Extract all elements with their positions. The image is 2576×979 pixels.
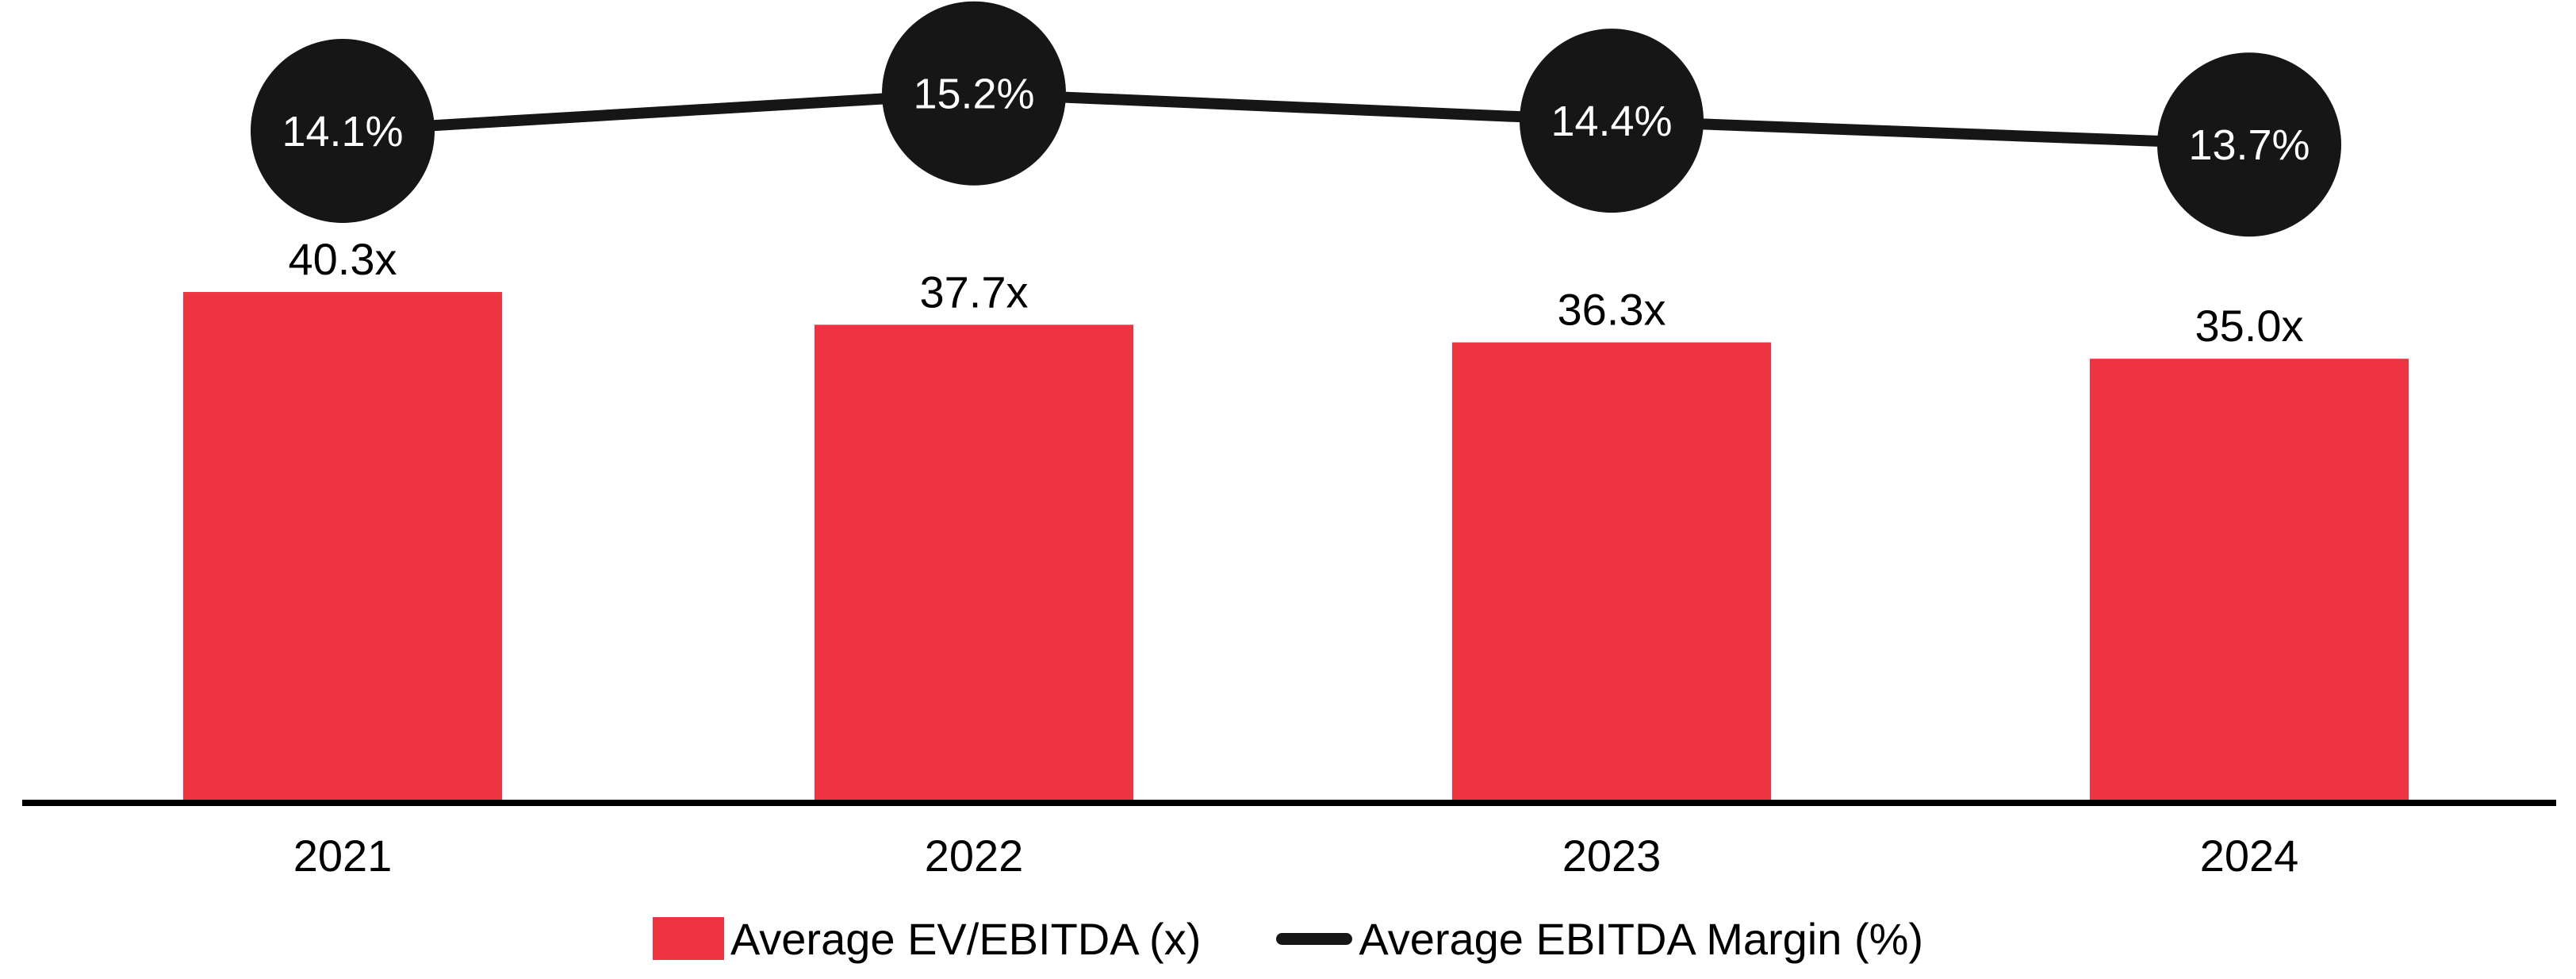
bar-2022 <box>815 324 1133 800</box>
margin-marker-2022 <box>882 1 1066 186</box>
bar-series-swatch-icon <box>652 917 724 960</box>
bar-value-label-2023: 36.3x <box>1558 285 1666 335</box>
legend-item-ebitda-margin: Average EBITDA Margin (%) <box>1276 913 1923 965</box>
bar-value-labels: 40.3x 37.7x 36.3x 35.0x <box>289 234 2304 351</box>
margin-marker-2021 <box>251 39 435 223</box>
chart-legend: Average EV/EBITDA (x) Average EBITDA Mar… <box>0 907 2576 970</box>
line-series-swatch-icon <box>1276 932 1353 945</box>
legend-label-ebitda-margin: Average EBITDA Margin (%) <box>1359 913 1924 964</box>
bar-value-label-2021: 40.3x <box>289 234 397 284</box>
margin-value-label-2022: 15.2% <box>913 71 1034 118</box>
bar-2021 <box>183 292 502 800</box>
x-axis-label-2021: 2021 <box>293 831 393 881</box>
margin-value-label-2023: 14.4% <box>1551 98 1672 145</box>
ebitda-margin-line <box>342 87 2250 151</box>
x-axis-label-2024: 2024 <box>2200 831 2299 881</box>
bar-series-group <box>183 292 2409 800</box>
bar-value-label-2024: 35.0x <box>2195 301 2304 351</box>
bar-value-label-2022: 37.7x <box>920 267 1029 317</box>
margin-marker-2023 <box>1520 29 1704 213</box>
x-axis-label-2023: 2023 <box>1562 831 1662 881</box>
bar-2024 <box>2090 359 2409 800</box>
margin-value-label-2021: 14.1% <box>282 108 403 155</box>
margin-marker-2024 <box>2157 52 2341 237</box>
legend-item-ev-ebitda: Average EV/EBITDA (x) <box>652 913 1202 965</box>
x-axis-labels: 2021 2022 2023 2024 <box>293 831 2299 881</box>
bar-2023 <box>1452 342 1771 800</box>
x-axis-label-2022: 2022 <box>925 831 1024 881</box>
margin-markers-group: 14.1% 15.2% 14.4% 13.7% <box>251 1 2341 237</box>
legend-label-ev-ebitda: Average EV/EBITDA (x) <box>730 913 1202 964</box>
margin-value-label-2024: 13.7% <box>2188 121 2310 169</box>
